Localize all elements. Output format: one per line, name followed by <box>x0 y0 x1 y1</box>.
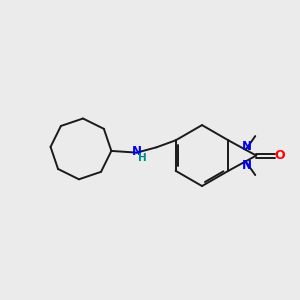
Text: N: N <box>242 140 252 153</box>
Text: H: H <box>137 153 146 163</box>
Text: O: O <box>274 149 285 162</box>
Text: N: N <box>132 146 142 158</box>
Text: N: N <box>242 159 252 172</box>
